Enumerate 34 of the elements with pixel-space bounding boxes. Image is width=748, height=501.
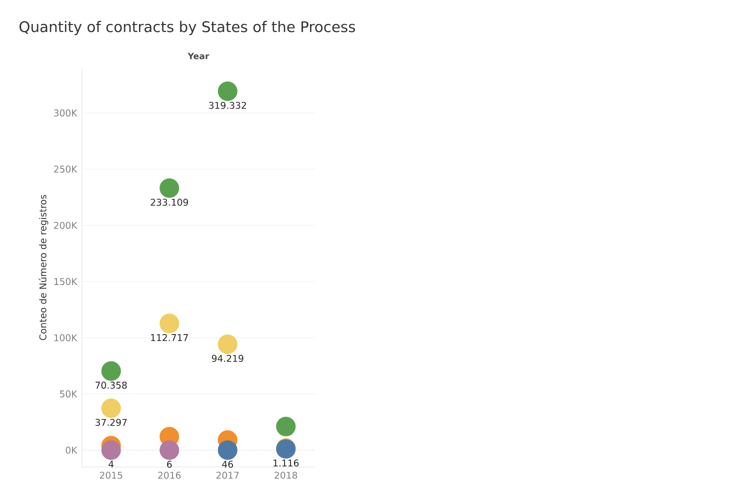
y-tick-label: 300K [54, 109, 78, 116]
point [101, 361, 121, 381]
data-label: 37.297 [96, 418, 127, 426]
y-tick-label: 200K [54, 222, 78, 229]
x-tick-label: 2015 [100, 472, 122, 479]
point [160, 178, 180, 198]
x-tick-label: 2018 [274, 472, 298, 479]
data-label: 70.358 [96, 382, 127, 389]
point [160, 314, 180, 334]
data-label: 1.116 [274, 459, 299, 467]
data-label: 4 [108, 460, 114, 468]
point [218, 440, 238, 460]
data-label: 319.332 [209, 102, 246, 109]
data-label: 46 [222, 460, 233, 468]
y-tick-label: 150K [54, 278, 78, 286]
data-label: 112.717 [151, 334, 188, 341]
point [276, 416, 296, 436]
data-label: 233.109 [150, 198, 188, 206]
x-tick-label: 2017 [216, 472, 239, 479]
data-label: 6 [167, 460, 172, 468]
y-tick-label: 0K [66, 446, 78, 454]
point [160, 440, 180, 460]
point [101, 440, 121, 460]
data-label: 94.219 [212, 354, 244, 362]
x-axis-title: Year [188, 52, 210, 60]
y-axis-title: Conteo de Número de registros [38, 194, 48, 340]
y-tick-label: 100K [54, 334, 78, 342]
point [218, 334, 238, 354]
chart-title: Quantity of contracts by States of the Process [20, 20, 356, 36]
y-tick-label: 50K [60, 390, 78, 398]
point [218, 81, 238, 101]
y-tick-label: 250K [54, 166, 78, 173]
point [101, 398, 121, 418]
x-tick-label: 2016 [158, 472, 181, 479]
